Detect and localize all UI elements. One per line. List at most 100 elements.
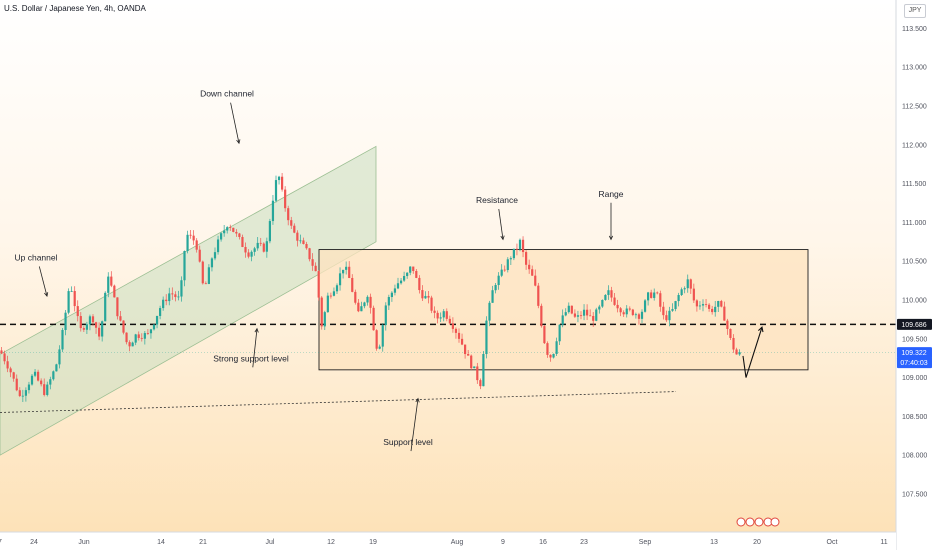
candle-body [619,308,622,313]
candle [671,303,674,312]
candle [284,186,287,212]
candle [204,281,207,285]
annotation-label: Range [598,189,623,199]
candle-body [91,316,95,323]
y-tick-label: 108.500 [902,414,927,421]
candle-body [485,320,488,355]
candle-body [598,306,601,310]
candle [262,242,265,253]
candle-body [387,297,390,306]
candle [116,297,119,320]
candle [357,299,360,313]
candle-body [174,294,177,298]
candle-body [714,306,717,313]
candle-body [155,315,159,325]
candle [531,265,534,276]
annotation-arrow [410,398,419,452]
candle-body [488,302,491,321]
candle [662,301,665,320]
x-tick-label: 14 [157,539,165,546]
candle-body [558,324,561,342]
candle-body [698,305,702,307]
candle-body [509,258,512,260]
candle [33,369,37,378]
candle-body [384,305,387,326]
candle-body [650,292,653,298]
candle-body [549,354,552,358]
candle [67,288,70,315]
price-axis-panel [896,0,932,550]
candle-body [250,251,253,257]
x-tick-label: 7 [0,539,2,546]
candle-body [357,302,360,312]
candle [98,322,101,341]
candle [427,291,430,304]
x-tick-label: Aug [451,539,464,546]
candle [695,299,698,312]
currency-badge[interactable]: JPY [904,4,926,18]
candle [674,300,677,312]
candle-body [210,258,214,268]
y-tick-label: 113.000 [902,65,927,72]
candle-body [473,366,476,369]
candle-body [454,328,458,333]
event-flag-icon[interactable] [754,517,764,527]
candle-body [52,371,55,380]
event-flag-icon[interactable] [770,517,780,527]
candle-body [70,290,73,292]
candle-body [284,189,287,209]
candle [171,287,174,300]
candle-body [58,349,61,365]
candle-body [601,299,604,307]
candle-body [128,342,131,347]
candle-body [49,379,52,385]
candle [238,232,241,240]
candle [576,310,580,323]
candle [213,247,217,261]
candle [515,243,519,256]
candle [433,306,436,319]
candle [46,381,49,397]
candle [598,304,601,314]
candle [497,272,500,290]
candle-body [640,311,644,319]
x-tick-label: 13 [710,539,718,546]
candle [384,302,387,331]
candle [668,306,671,327]
candle-body [378,346,381,349]
candle [82,326,85,332]
candle [637,312,641,325]
candle-body [152,324,156,330]
event-flag-icon[interactable] [736,517,746,527]
candle [207,264,210,285]
candle-body [595,309,598,321]
candle [210,257,214,272]
candle [241,234,244,248]
candle-body [430,297,433,311]
candle-body [201,261,204,284]
candle [143,330,146,345]
candle [320,296,323,330]
candle-body [582,309,586,316]
annotation-label: Down channel [200,89,254,99]
candle-body [213,252,217,259]
candle-body [24,390,27,396]
candle [107,272,110,298]
candle-body [0,350,3,354]
candle [244,242,247,258]
candle [653,288,656,301]
candle-body [226,227,229,231]
event-flag-icon[interactable] [745,517,755,527]
candle-body [332,291,336,296]
candle-body [732,337,735,350]
candle [613,293,616,306]
candle-body [543,326,546,344]
candle-body [375,330,378,349]
candle [119,310,122,322]
y-tick-label: 109.000 [902,375,927,382]
candle-body [348,266,351,278]
candle-body [570,305,573,314]
candle-body [137,334,140,338]
candle-body [18,390,21,396]
candle [3,350,6,365]
